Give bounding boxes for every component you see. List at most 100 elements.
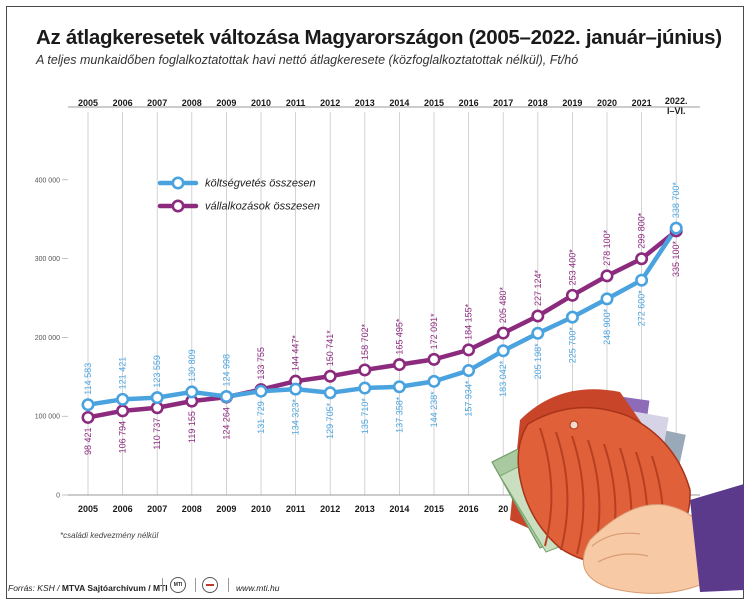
data-label-koltsegvetes: 131 729 [256, 401, 266, 434]
site-url: www.mti.hu [236, 583, 280, 593]
source-bold: MTVA Sajtóarchívum / MTI [61, 583, 168, 593]
divider [228, 578, 229, 592]
data-label-koltsegvetes: 123 559 [152, 355, 162, 388]
footnote: *családi kedvezmény nélkül [60, 531, 159, 540]
x-tick-label-bottom: 20 [498, 504, 508, 514]
point-koltsegvetes [600, 292, 614, 306]
data-label-vallalkozasok: 165 495* [394, 318, 404, 355]
source-prefix: Forrás: KSH / [8, 583, 62, 593]
sleeve-icon [690, 484, 744, 592]
divider [195, 578, 196, 592]
data-label-vallalkozasok: 253 400* [567, 249, 577, 286]
series-line-koltsegvetes [85, 225, 679, 407]
y-tick-label: 400 000 [35, 177, 60, 184]
data-label-vallalkozasok: 158 702* [360, 323, 370, 360]
x-tick-label-top: 2009 [216, 98, 236, 108]
point-koltsegvetes [185, 385, 199, 399]
x-tick-label-top: 2012 [320, 98, 340, 108]
x-tick-label-bottom: 2009 [216, 504, 236, 514]
x-tick-label-top: I–VI. [667, 106, 686, 116]
x-tick-label-top: 2010 [251, 98, 271, 108]
point-koltsegvetes [323, 386, 337, 400]
data-label-koltsegvetes: 272 600* [637, 290, 647, 327]
point-koltsegvetes [462, 364, 476, 378]
source-line: Forrás: KSH / MTVA Sajtóarchívum / MTI [8, 583, 168, 593]
point-koltsegvetes [427, 374, 441, 388]
point-koltsegvetes [150, 391, 164, 405]
point-koltsegvetes [635, 273, 649, 287]
point-koltsegvetes [392, 380, 406, 394]
x-tick-label-top: 2015 [424, 98, 444, 108]
wallet-ridge [571, 435, 585, 555]
y-tick-label: 100 000 [35, 414, 60, 421]
x-tick-label-bottom: 2010 [251, 504, 271, 514]
data-label-vallalkozasok: 110 737 [152, 418, 162, 450]
data-label-vallalkozasok: 227 124* [533, 269, 543, 306]
data-label-vallalkozasok: 205 480* [498, 287, 508, 324]
point-koltsegvetes [669, 221, 683, 235]
legend-swatch-marker [171, 176, 185, 190]
chart-title: Az átlagkeresetek változása Magyarország… [36, 26, 722, 49]
x-tick-label-top: 2013 [355, 98, 375, 108]
point-vallalkozasok [462, 343, 476, 357]
point-koltsegvetes [358, 381, 372, 395]
legend-label: költségvetés összesen [205, 178, 316, 190]
x-tick-label-top: 2014 [389, 98, 409, 108]
x-tick-label-top: 2019 [562, 98, 582, 108]
wallet-ridge [555, 431, 569, 551]
x-tick-label-bottom: 2016 [459, 504, 479, 514]
data-label-vallalkozasok: 106 794 [118, 421, 128, 454]
data-label-vallalkozasok: 124 264 [221, 407, 231, 440]
x-tick-label-bottom: 2008 [182, 504, 202, 514]
data-label-koltsegvetes: 144 238* [429, 391, 439, 428]
x-tick-label-top: 2017 [493, 98, 513, 108]
y-tick-label: 200 000 [35, 335, 60, 342]
data-label-koltsegvetes: 183 042* [498, 360, 508, 397]
x-tick-label-top: 2021 [632, 98, 652, 108]
data-label-koltsegvetes: 338 700* [671, 182, 681, 219]
y-tick-label: 300 000 [35, 256, 60, 263]
point-koltsegvetes [289, 382, 303, 396]
point-vallalkozasok [81, 410, 95, 424]
data-label-vallalkozasok: 144 447* [291, 335, 301, 372]
data-label-vallalkozasok: 278 100* [602, 229, 612, 266]
point-vallalkozasok [565, 288, 579, 302]
finger-line [591, 532, 641, 547]
data-label-koltsegvetes: 114 583 [83, 363, 93, 395]
data-label-koltsegvetes: 248 900* [602, 308, 612, 345]
chart-subtitle: A teljes munkaidőben foglalkoztatottak h… [36, 53, 579, 67]
data-label-koltsegvetes: 225 700* [567, 327, 577, 364]
wallet-ridge [539, 427, 553, 547]
wallet-illustration [491, 389, 744, 594]
data-label-koltsegvetes: 135 710* [360, 398, 370, 435]
point-vallalkozasok [600, 269, 614, 283]
x-tick-label-bottom: 2014 [389, 504, 409, 514]
data-label-koltsegvetes: 137 358* [394, 396, 404, 433]
data-label-vallalkozasok: 98 421 [83, 427, 93, 455]
data-label-vallalkozasok: 172 091* [429, 313, 439, 350]
frame-border [6, 6, 744, 599]
point-vallalkozasok [323, 369, 337, 383]
x-tick-label-bottom: 2011 [286, 504, 306, 514]
point-koltsegvetes [81, 398, 95, 412]
x-tick-label-top: 2011 [286, 98, 306, 108]
point-vallalkozasok [392, 358, 406, 372]
legend-swatch-marker [171, 199, 185, 213]
data-label-koltsegvetes: 157 934* [464, 380, 474, 417]
data-label-vallalkozasok: 133 755 [256, 347, 266, 380]
x-tick-label-bottom: 2012 [320, 504, 340, 514]
x-tick-label-bottom: 2013 [355, 504, 375, 514]
point-koltsegvetes [219, 390, 233, 404]
x-tick-label-top: 2005 [78, 98, 98, 108]
finger-line [597, 553, 649, 563]
point-vallalkozasok [427, 352, 441, 366]
data-label-vallalkozasok: 184 155* [464, 303, 474, 340]
point-koltsegvetes [531, 326, 545, 340]
x-tick-label-bottom: 2006 [113, 504, 133, 514]
point-koltsegvetes [116, 392, 130, 406]
x-tick-label-top: 2018 [528, 98, 548, 108]
divider [162, 578, 163, 592]
x-tick-label-top: 2007 [147, 98, 167, 108]
legend-label: vállalkozások összesen [205, 201, 320, 213]
